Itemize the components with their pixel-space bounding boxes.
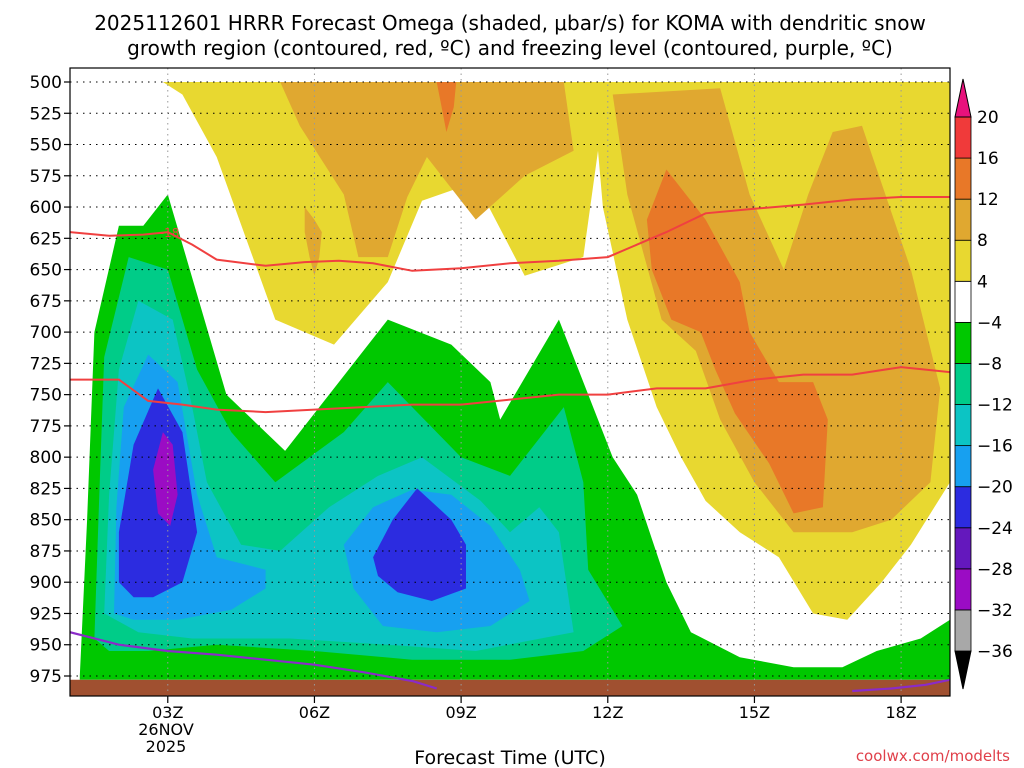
y-axis: 500 525 550 575 600 625 650 675 700 725 750 775 800 8… <box>30 73 70 687</box>
x-axis-title: Forecast Time (UTC) <box>414 747 605 768</box>
x-date-year: 2025 <box>146 737 187 756</box>
y-tick-label-500: 500 <box>30 73 62 93</box>
dgz-contour-0 <box>70 196 950 272</box>
colorbar-bin--28 <box>954 527 972 570</box>
colorbar-label-1: 16 <box>977 149 999 169</box>
shade-omega-ge-8-a <box>250 82 574 258</box>
y-tick-label-675: 675 <box>30 292 62 312</box>
y-tick-label-925: 925 <box>30 604 62 624</box>
colorbar-bin--12 <box>954 363 972 405</box>
colorbar-label-3: 8 <box>977 231 988 251</box>
x-date-day: 26NOV <box>138 720 194 739</box>
shade-omega-ge-8-c <box>304 207 322 276</box>
y-tick-label-900: 900 <box>30 573 62 593</box>
dgz-contour-label: -18 <box>160 226 180 240</box>
plot-frame <box>69 67 951 697</box>
colorbar-label-4: 4 <box>977 272 988 292</box>
shade-omega-le-minus24 <box>153 432 178 526</box>
colorbar-bin--32 <box>954 568 972 611</box>
y-tick-label-875: 875 <box>30 542 62 562</box>
y-tick-label-550: 550 <box>30 136 62 156</box>
colorbar-label-5: −4 <box>977 313 1002 333</box>
y-tick-label-650: 650 <box>30 261 62 281</box>
omega-shading <box>79 82 950 680</box>
ground-band <box>70 679 950 696</box>
y-tick-label-625: 625 <box>30 229 62 249</box>
colorbar-label-8: −16 <box>977 437 1013 457</box>
shade-omega-ge-12-b <box>646 169 828 514</box>
plot-area: -18 <box>69 67 951 697</box>
freezing-contour-0 <box>70 631 438 690</box>
shade-omega-le-minus20-b <box>373 488 466 601</box>
temperature-contours: -18 <box>70 196 950 693</box>
colorbar-bin-16 <box>954 116 972 159</box>
colorbar-bin--16 <box>954 404 972 447</box>
colorbar-label-10: −24 <box>977 519 1013 539</box>
y-tick-label-525: 525 <box>30 104 62 124</box>
x-tick-label-12Z: 12Z <box>592 703 623 722</box>
colorbar: 20 16 12 8 4 −4 −8 −12 −16 −20 −24 −28 −32 −36 <box>954 78 1013 690</box>
y-tick-label-850: 850 <box>30 511 62 531</box>
colorbar-label-9: −20 <box>977 478 1013 498</box>
colorbar-bin--8 <box>954 321 972 364</box>
y-tick-label-575: 575 <box>30 167 62 187</box>
colorbar-label-13: −36 <box>977 642 1013 662</box>
colorbar-bin--24 <box>954 486 972 529</box>
y-tick-label-825: 825 <box>30 479 62 499</box>
y-tick-label-775: 775 <box>30 417 62 437</box>
colorbar-low-arrow <box>954 650 972 690</box>
x-tick-label-18Z: 18Z <box>885 703 916 722</box>
colorbar-bin--20 <box>954 445 972 488</box>
dgz-contour-1 <box>70 366 950 414</box>
freezing-contour-1 <box>852 678 950 693</box>
colorbar-label-12: −32 <box>977 601 1013 621</box>
x-tick-label-15Z: 15Z <box>739 703 770 722</box>
x-tick-label-09Z: 09Z <box>445 703 476 722</box>
colorbar-label-2: 12 <box>977 190 999 210</box>
y-tick-label-975: 975 <box>30 667 62 687</box>
colorbar-label-7: −12 <box>977 396 1013 416</box>
y-tick-label-700: 700 <box>30 323 62 343</box>
y-tick-label-950: 950 <box>30 636 62 656</box>
y-tick-label-750: 750 <box>30 386 62 406</box>
colorbar-label-6: −8 <box>977 354 1002 374</box>
y-tick-label-600: 600 <box>30 198 62 218</box>
credit-text: coolwx.com/modelts <box>856 747 1010 765</box>
x-tick-label-06Z: 06Z <box>299 703 330 722</box>
colorbar-bin-8 <box>954 198 972 241</box>
y-tick-label-800: 800 <box>30 448 62 468</box>
y-tick-label-725: 725 <box>30 354 62 374</box>
colorbar-bin--36 <box>954 609 972 652</box>
shade-omega-ge-12-a <box>436 82 457 132</box>
x-axis: 03Z 06Z 09Z 12Z 15Z 18Z <box>152 696 917 722</box>
chart-title-line1: 2025112601 HRRR Forecast Omega (shaded, … <box>94 11 926 35</box>
grid-lines <box>70 68 950 696</box>
colorbar-high-arrow <box>954 78 972 118</box>
colorbar-label-11: −28 <box>977 560 1013 580</box>
x-tick-label-03Z: 03Z <box>152 703 183 722</box>
colorbar-bin--4 <box>954 280 972 323</box>
colorbar-label-0: 20 <box>977 108 999 128</box>
chart-title-line2: growth region (contoured, red, ºC) and f… <box>127 36 893 60</box>
colorbar-bin-12 <box>954 157 972 200</box>
colorbar-bin-4 <box>954 239 972 282</box>
